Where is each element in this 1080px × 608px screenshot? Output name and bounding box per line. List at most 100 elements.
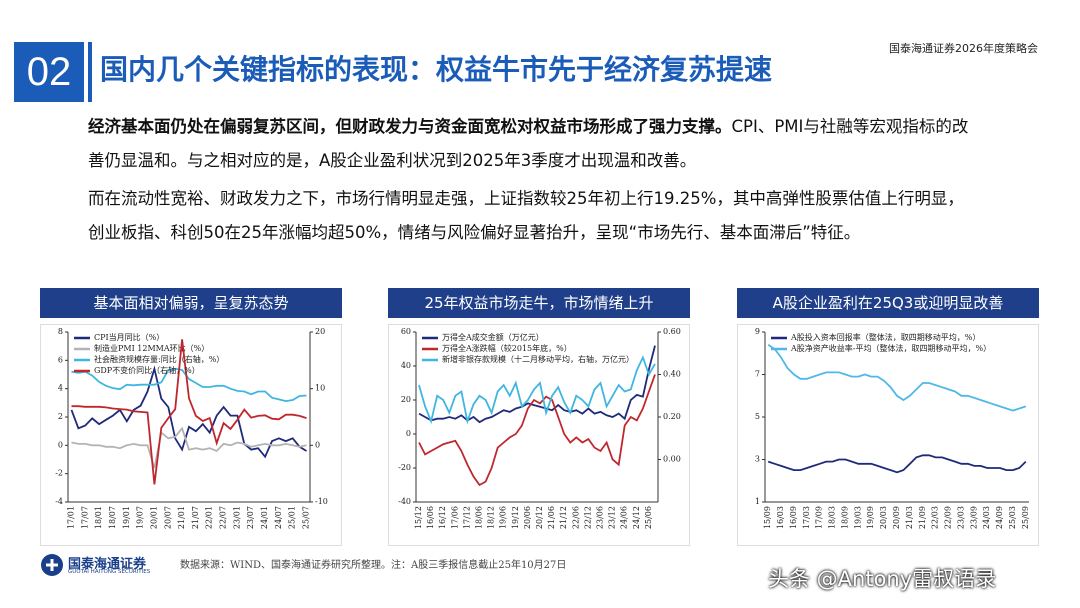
y-tick-label: 0.60 (663, 327, 681, 336)
y-tick-label: 10 (315, 384, 325, 393)
x-tick-label: 21/03 (905, 506, 914, 529)
series-line (71, 339, 307, 485)
x-tick-label: 23/09 (969, 506, 978, 529)
legend-label: CPI当月同比（%） (94, 332, 164, 342)
series-line (418, 345, 656, 424)
x-tick-label: 24/07 (274, 506, 283, 529)
x-tick-label: 21/09 (918, 506, 927, 529)
legend-label: GDP不变价同比（右轴，%） (94, 365, 200, 375)
x-tick-label: 25/09 (1021, 506, 1030, 529)
source-note: 数据来源：WIND、国泰海通证券研究所整理。注：A股三季报信息截止25年10月2… (180, 560, 567, 571)
y-tick-label: 2 (58, 412, 63, 421)
x-tick-label: 20/07 (163, 506, 172, 529)
logo-text: 国泰海通证券 (68, 557, 147, 572)
x-tick-label: 16/09 (789, 506, 798, 529)
x-tick-label: 22/06 (571, 506, 580, 529)
event-name: 国泰海通证券2026年度策略会 (889, 42, 1038, 55)
text: 而在流动性宽裕、财政发力之下，市场行情明显走强，上证指数较25年初上行19.25… (88, 189, 964, 242)
y-tick-label: 20 (401, 395, 411, 404)
y-tick-label: 0.00 (663, 455, 681, 464)
x-tick-label: 19/03 (853, 506, 862, 529)
x-tick-label: 22/03 (931, 506, 940, 529)
y-tick-label: 6 (58, 355, 63, 364)
watermark: 头条 @Antony雷叔语录 (768, 567, 997, 591)
x-tick-label: 16/03 (776, 506, 785, 529)
y-tick-label: 1 (755, 497, 760, 506)
x-tick-label: 25/06 (644, 506, 653, 529)
x-tick-label: 25/07 (302, 506, 311, 529)
x-tick-label: 19/07 (136, 506, 145, 529)
x-tick-label: 23/06 (596, 506, 605, 529)
x-tick-label: 23/03 (956, 506, 965, 529)
y-tick-label: -2 (55, 469, 63, 478)
x-tick-label: 21/01 (177, 506, 186, 529)
x-tick-label: 22/01 (205, 506, 214, 529)
y-tick-label: 0 (58, 440, 63, 449)
x-tick-label: 18/01 (94, 506, 103, 529)
y-tick-label: 3 (755, 455, 760, 464)
x-tick-label: 19/09 (866, 506, 875, 529)
chart-title: 25年权益市场走牛，市场情绪上升 (388, 288, 690, 318)
series-line (71, 426, 307, 469)
series-line (418, 355, 656, 425)
x-tick-label: 24/09 (995, 506, 1004, 529)
y-tick-label: 7 (755, 370, 760, 379)
x-tick-label: 17/09 (815, 506, 824, 529)
logo-icon (41, 554, 63, 576)
x-tick-label: 15/09 (763, 506, 772, 529)
x-tick-label: 21/12 (559, 506, 568, 529)
x-tick-label: 18/03 (828, 506, 837, 529)
y-tick-label: 0 (406, 429, 411, 438)
plot-frame (40, 324, 342, 546)
x-tick-label: 20/06 (523, 506, 532, 529)
y-tick-label: 9 (755, 327, 760, 336)
paragraph: 经济基本面仍处在偏弱复苏区间，但财政发力与资金面宽松对权益市场形成了强力支撑。C… (88, 110, 978, 178)
y-tick-label: 60 (401, 327, 411, 336)
x-tick-label: 20/01 (149, 506, 158, 529)
x-tick-label: 20/03 (879, 506, 888, 529)
chart: -4 -2 0 2 4 6 8 -10 0 10 20 17/01 17/07 18/01 18/07 19/… (40, 324, 342, 546)
series-line (767, 344, 1027, 412)
series-line (71, 367, 307, 403)
section-number: 02 (14, 42, 84, 102)
x-tick-label: 17/06 (450, 506, 459, 529)
x-tick-label: 18/12 (487, 506, 496, 529)
x-tick-label: 21/06 (547, 506, 556, 529)
x-tick-label: 22/09 (944, 506, 953, 529)
logo-english: GUOTAI HAITONG SECURITIES (68, 569, 151, 575)
x-tick-label: 24/12 (632, 506, 641, 529)
paragraph: 而在流动性宽裕、财政发力之下，市场行情明显走强，上证指数较25年初上行19.25… (88, 182, 978, 250)
x-tick-label: 22/07 (219, 506, 228, 529)
y-tick-label: -40 (398, 497, 411, 506)
x-tick-label: 23/01 (232, 506, 241, 529)
legend-label: 社会融资规模存量:同比（右轴，%） (94, 354, 224, 364)
title-bar (88, 42, 92, 102)
y-tick-label: 5 (755, 412, 760, 421)
x-tick-label: 17/12 (462, 506, 471, 529)
y-tick-label: 4 (58, 384, 63, 393)
y-tick-label: -20 (398, 463, 411, 472)
x-tick-label: 19/06 (499, 506, 508, 529)
plot-frame (388, 324, 690, 546)
x-tick-label: 17/01 (66, 506, 75, 529)
x-tick-label: 18/06 (475, 506, 484, 529)
series-line (70, 365, 307, 459)
x-tick-label: 17/03 (802, 506, 811, 529)
x-tick-label: 19/12 (511, 506, 520, 529)
x-tick-label: 21/07 (191, 506, 200, 529)
chart-title: 基本面相对偏弱，呈复苏态势 (40, 288, 342, 318)
x-tick-label: 15/12 (414, 506, 423, 529)
x-tick-label: 20/12 (535, 506, 544, 529)
x-tick-label: 18/09 (840, 506, 849, 529)
slide-title: 国内几个关键指标的表现：权益牛市先于经济复苏提速 (100, 53, 773, 86)
x-tick-label: 23/07 (246, 506, 255, 529)
x-tick-label: 24/06 (620, 506, 629, 529)
series-line (418, 374, 656, 487)
x-tick-label: 23/12 (608, 506, 617, 529)
series-line (767, 454, 1027, 474)
body-text: 经济基本面仍处在偏弱复苏区间，但财政发力与资金面宽松对权益市场形成了强力支撑。C… (88, 110, 978, 250)
y-tick-label: -10 (315, 497, 328, 506)
y-tick-label: -4 (55, 497, 63, 506)
